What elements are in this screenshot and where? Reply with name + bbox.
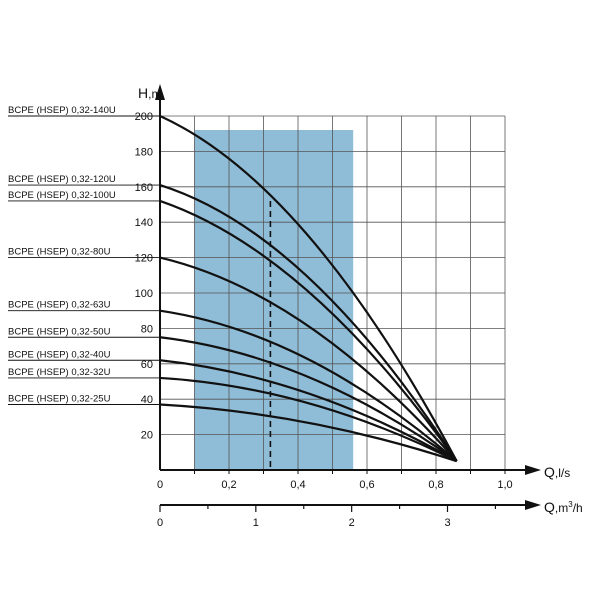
curve-line [159,199,458,462]
y-tick-label: 40 [141,394,153,406]
y-axis-arrow [155,84,165,100]
model-label: BCPE (HSEP) 0,32-120U [8,174,116,185]
x-axis-title-symbol: Q [544,464,555,480]
x2-tick-label: 3 [444,517,450,529]
x-axis-title: Q,l/s [544,464,570,480]
model-label: BCPE (HSEP) 0,32-140U [8,105,116,116]
model-label: BCPE (HSEP) 0,32-40U [8,349,111,360]
y-axis-title: H,m [138,85,161,101]
y-tick-label: 120 [135,253,153,265]
y-tick-label: 180 [135,146,153,158]
model-label: BCPE (HSEP) 0,32-80U [8,247,111,258]
axes [155,84,541,512]
x2-tick-label: 1 [253,517,259,529]
x2-axis-arrow [525,500,541,510]
y-tick-label: 140 [135,217,153,229]
x-axis-title-unit: ,l/s [555,466,570,480]
x2-tick-label: 2 [349,517,355,529]
curve-line [159,256,458,462]
curve-line [159,114,458,462]
curve-line [159,376,458,463]
curves [159,114,458,463]
model-label: BCPE (HSEP) 0,32-25U [8,394,111,405]
x2-tick-labels: 0 1 2 3 [157,517,451,529]
y-tick-label: 160 [135,182,153,194]
x2-axis-title-symbol: Q [544,499,555,515]
x-tick-label: 0,4 [290,479,305,491]
model-label: BCPE (HSEP) 0,32-63U [8,300,111,311]
y-axis-title-unit: ,m [148,87,161,101]
working-range-rect [194,130,354,470]
x-tick-label: 0,8 [428,479,443,491]
x2-tick-label: 0 [157,517,163,529]
y-tick-label: 60 [141,359,153,371]
x-tick-label: 0,2 [221,479,236,491]
model-labels: BCPE (HSEP) 0,32-140U BCPE (HSEP) 0,32-12… [8,105,160,405]
x-tick-labels: 0 0,2 0,4 0,6 0,8 1,0 [157,479,513,491]
model-label: BCPE (HSEP) 0,32-100U [8,190,116,201]
x2-axis-title-tail: /h [573,501,583,515]
curve-line [159,359,458,463]
y-tick-label: 80 [141,323,153,335]
curve-line [159,336,458,463]
curve-line [159,403,458,463]
curve-line [159,309,458,462]
x-tick-label: 1,0 [497,479,512,491]
x2-axis-title-unit: ,m [555,501,568,515]
grid [160,115,506,470]
y-tick-label: 20 [141,430,153,442]
y-tick-labels: 20 40 60 80 100 120 140 160 180 200 [135,111,153,442]
y-tick-label: 100 [135,288,153,300]
x-tick-label: 0,6 [359,479,374,491]
x-axis-arrow [525,465,541,475]
y-axis-title-symbol: H [138,85,148,101]
model-label: BCPE (HSEP) 0,32-50U [8,326,111,337]
model-label: BCPE (HSEP) 0,32-32U [8,367,111,378]
curve-line [159,183,458,462]
x2-axis-title-sup: 3 [568,500,573,509]
x-tick-label: 0 [157,479,163,491]
working-range-area [194,130,354,470]
x2-axis-title: Q,m3/h [544,499,583,515]
y-tick-label: 200 [135,111,153,123]
